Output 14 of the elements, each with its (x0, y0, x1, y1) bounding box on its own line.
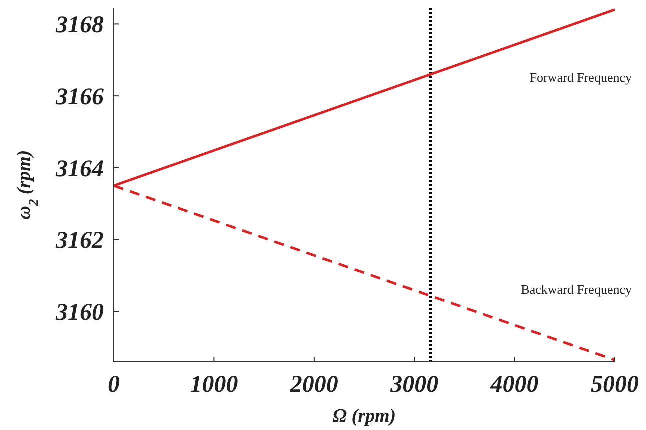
x-axis-title: Ω (rpm) (332, 406, 396, 427)
text: Backward Frequency (521, 282, 632, 298)
x-tick-label: 2000 (289, 372, 338, 398)
x-tick-label: 1000 (190, 372, 238, 398)
y-tick-label: 3166 (55, 84, 104, 110)
y-tick-label: 3160 (55, 300, 104, 326)
y-tick-label: 3164 (55, 156, 104, 182)
x-tick-label: 3000 (390, 372, 439, 398)
x-tick-label: 4000 (490, 372, 539, 398)
y-tick-label: 3168 (55, 12, 104, 39)
x-tick-label: 0 (108, 372, 120, 398)
x-tick-label: 5000 (591, 372, 639, 398)
text: Forward Frequency (530, 70, 632, 85)
y-tick-label: 3162 (55, 228, 104, 254)
